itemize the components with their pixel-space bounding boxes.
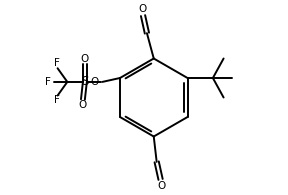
Text: S: S: [81, 75, 89, 88]
Text: F: F: [54, 58, 60, 68]
Text: O: O: [81, 53, 89, 64]
Text: O: O: [79, 100, 87, 110]
Text: O: O: [91, 77, 99, 87]
Text: O: O: [158, 181, 166, 191]
Text: F: F: [45, 77, 51, 87]
Text: F: F: [54, 95, 60, 105]
Text: O: O: [138, 4, 146, 14]
